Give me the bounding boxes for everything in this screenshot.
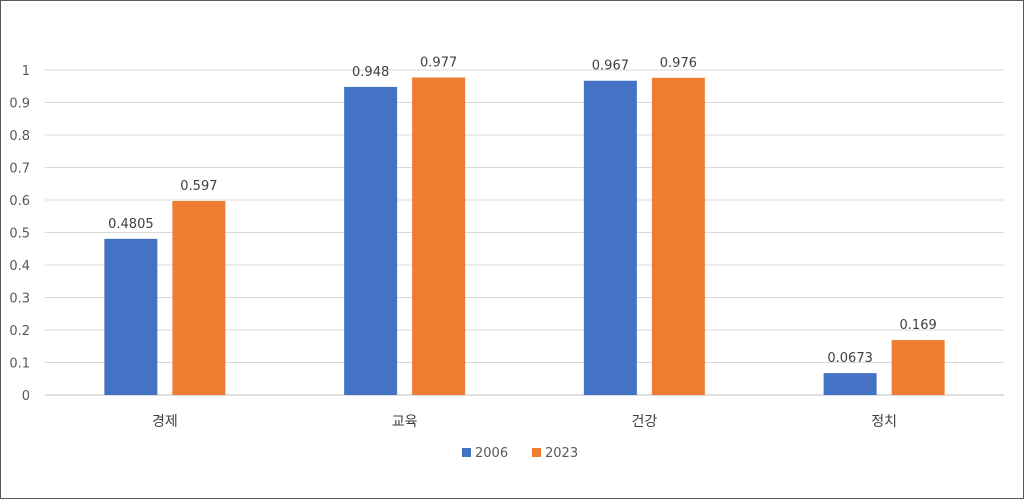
data-label: 0.976 bbox=[660, 56, 697, 71]
data-label: 0.967 bbox=[592, 59, 629, 74]
y-tick-label: 0.5 bbox=[9, 227, 30, 242]
category-label: 정치 bbox=[871, 414, 897, 430]
data-label: 0.169 bbox=[900, 318, 937, 333]
y-tick-label: 0.4 bbox=[9, 259, 30, 274]
bar-2006-0 bbox=[104, 238, 158, 395]
y-tick-label: 0 bbox=[22, 389, 30, 404]
y-tick-label: 0.3 bbox=[9, 292, 30, 307]
y-tick-label: 1 bbox=[22, 64, 30, 79]
data-label: 0.948 bbox=[352, 65, 389, 80]
y-tick-label: 0.7 bbox=[9, 162, 30, 177]
legend-label: 2023 bbox=[545, 446, 578, 461]
bar-2023-3 bbox=[891, 340, 945, 395]
bar-2023-2 bbox=[651, 77, 705, 396]
bar-2006-1 bbox=[344, 86, 398, 396]
y-tick-label: 0.9 bbox=[9, 97, 30, 112]
bar-2023-1 bbox=[412, 77, 466, 395]
legend-label: 2006 bbox=[475, 446, 508, 461]
legend-swatch-2023 bbox=[532, 448, 541, 457]
category-label: 경제 bbox=[152, 414, 178, 430]
data-label: 0.0673 bbox=[827, 351, 873, 366]
bar-2006-2 bbox=[583, 80, 637, 395]
data-label: 0.4805 bbox=[108, 217, 154, 232]
category-label: 교육 bbox=[392, 414, 418, 430]
category-label: 건강 bbox=[631, 414, 657, 430]
data-label: 0.597 bbox=[180, 179, 217, 194]
y-tick-label: 0.8 bbox=[9, 129, 30, 144]
bar-2006-3 bbox=[823, 373, 877, 395]
bar-2023-0 bbox=[172, 200, 226, 395]
y-tick-label: 0.6 bbox=[9, 194, 30, 209]
data-label: 0.977 bbox=[420, 55, 457, 70]
legend-swatch-2006 bbox=[462, 448, 471, 457]
y-tick-label: 0.1 bbox=[9, 357, 30, 372]
y-tick-label: 0.2 bbox=[9, 324, 30, 339]
